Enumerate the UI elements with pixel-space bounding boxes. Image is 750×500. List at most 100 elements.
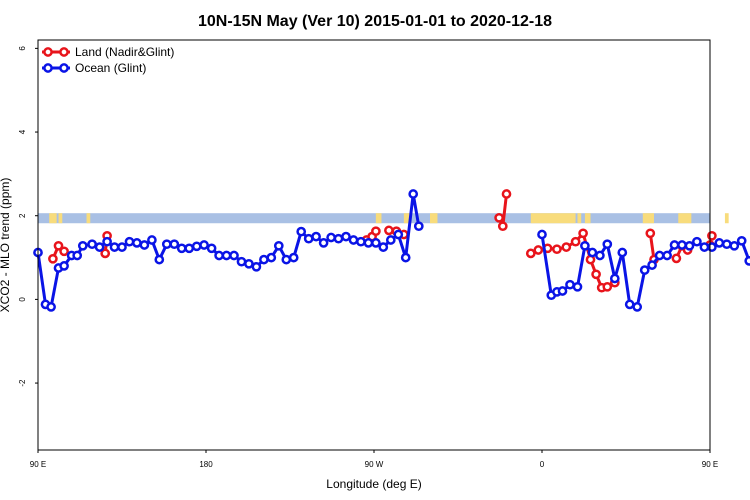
data-point <box>677 240 687 250</box>
data-point <box>341 231 351 242</box>
data-point <box>578 228 588 239</box>
data-point <box>154 254 165 265</box>
data-point <box>266 252 277 263</box>
data-point <box>393 229 404 240</box>
data-point <box>557 286 568 296</box>
y-axis-title: XCO2 - MLO trend (ppm) <box>0 178 12 313</box>
data-point <box>251 261 262 272</box>
data-point <box>132 238 142 248</box>
legend-marker <box>59 47 69 57</box>
data-point <box>214 250 224 261</box>
data-point <box>72 250 83 261</box>
data-point <box>326 232 336 243</box>
land-patch <box>86 213 91 224</box>
data-point <box>385 235 396 245</box>
data-point <box>647 260 657 270</box>
data-point <box>721 239 732 250</box>
data-point <box>206 243 217 254</box>
data-point <box>699 242 710 252</box>
data-point <box>736 235 747 246</box>
data-point <box>714 238 725 248</box>
data-point <box>46 302 56 312</box>
data-point <box>53 240 64 251</box>
data-point <box>236 256 247 267</box>
data-point <box>356 236 366 247</box>
data-point <box>348 235 359 245</box>
data-point <box>296 226 307 237</box>
data-point <box>497 221 508 232</box>
data-point <box>525 248 536 259</box>
data-point <box>199 240 209 250</box>
land-patch <box>58 213 63 224</box>
data-point <box>303 233 314 244</box>
data-point <box>639 265 650 275</box>
legend: Land (Nadir&Glint) Ocean (Glint) <box>42 45 174 75</box>
data-point <box>565 279 575 290</box>
legend-marker <box>59 63 69 73</box>
data-point <box>109 242 120 252</box>
x-axis-title: Longitude (deg E) <box>326 477 421 491</box>
data-point <box>281 254 292 265</box>
series-layer <box>33 189 750 312</box>
data-point <box>259 254 269 265</box>
data-point <box>671 253 682 264</box>
data-point <box>572 281 583 292</box>
land-patch <box>584 213 591 224</box>
y-tick-label: -2 <box>18 379 27 387</box>
data-point <box>384 225 394 236</box>
data-point <box>537 229 547 240</box>
land-patch <box>724 213 729 224</box>
data-point <box>117 242 127 252</box>
data-point <box>59 246 69 257</box>
data-point <box>147 235 157 245</box>
data-point <box>413 221 424 232</box>
data-point <box>570 236 581 247</box>
land-patch <box>49 213 57 224</box>
data-point <box>624 299 635 310</box>
data-point <box>602 281 613 292</box>
data-point <box>371 226 381 237</box>
data-point <box>318 238 329 248</box>
data-point <box>561 242 572 252</box>
data-point <box>684 240 695 251</box>
data-point <box>161 239 172 250</box>
data-point <box>184 243 195 254</box>
x-tick-label: 180 <box>199 460 213 469</box>
land-patch <box>430 213 438 224</box>
data-point <box>288 252 299 263</box>
x-tick-label: 0 <box>540 460 545 469</box>
data-point <box>707 230 717 241</box>
data-point <box>333 233 344 244</box>
data-point <box>669 240 680 250</box>
data-point <box>100 248 111 259</box>
data-point <box>587 247 598 258</box>
land-patch <box>577 213 582 224</box>
data-point <box>48 253 58 264</box>
data-point <box>501 189 512 199</box>
land-patch <box>375 213 382 224</box>
x-tick-label: 90 E <box>702 460 718 469</box>
data-point <box>400 252 411 263</box>
data-point <box>273 240 284 251</box>
series-ocean <box>33 189 750 312</box>
land-ocean-band <box>38 213 729 224</box>
data-point <box>87 239 97 250</box>
data-point <box>632 302 643 312</box>
x-tick-label: 90 W <box>365 460 384 469</box>
data-point <box>591 269 601 280</box>
y-tick-label: 4 <box>18 129 27 134</box>
land-patch <box>678 213 692 224</box>
data-point <box>221 250 232 261</box>
data-point <box>371 238 381 248</box>
land-patch <box>403 213 412 224</box>
legend-marker <box>43 47 53 57</box>
data-point <box>77 240 88 251</box>
data-point <box>552 244 562 255</box>
data-point <box>729 240 740 251</box>
data-point <box>124 236 135 247</box>
land-patch <box>530 213 576 224</box>
data-point <box>707 242 717 252</box>
data-point <box>609 273 620 284</box>
series-line <box>36 192 421 309</box>
